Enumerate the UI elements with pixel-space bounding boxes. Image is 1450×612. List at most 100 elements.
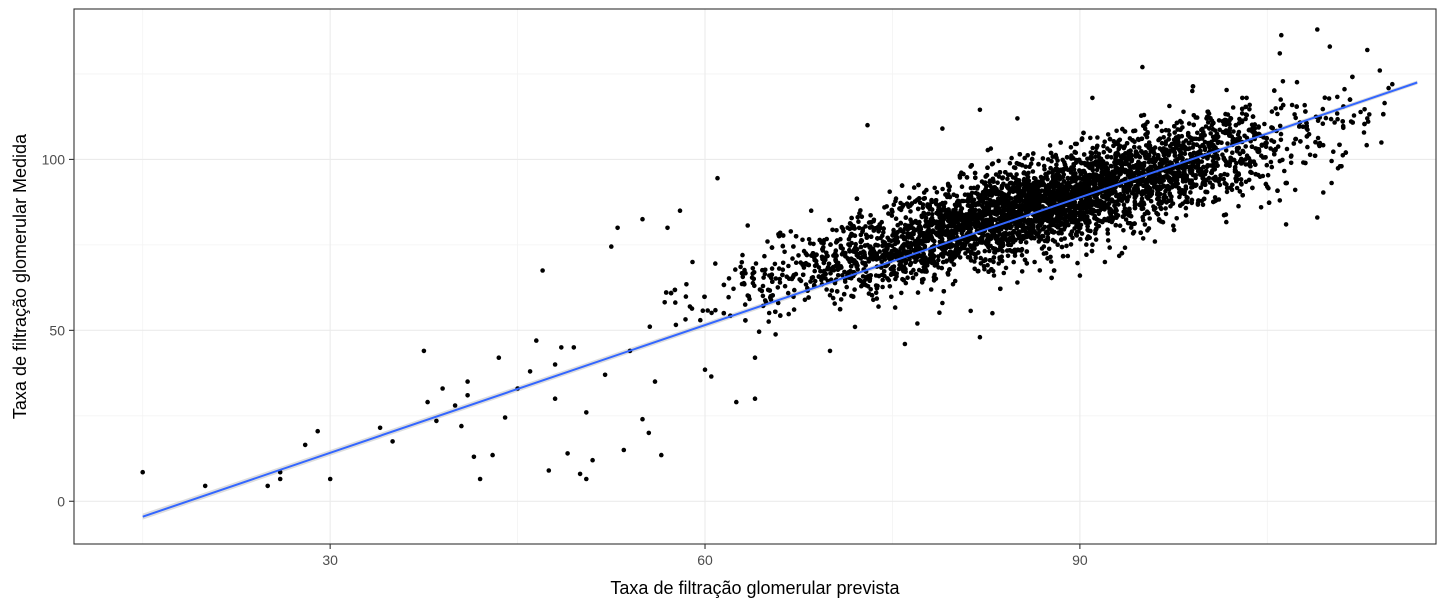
data-point [1000, 184, 1005, 189]
data-point [1265, 163, 1270, 168]
data-point [1316, 136, 1321, 141]
data-point [899, 234, 904, 239]
data-point [952, 262, 957, 267]
data-point [754, 261, 759, 266]
data-point [1289, 161, 1294, 166]
data-point [1142, 113, 1147, 118]
data-point [1121, 228, 1126, 233]
data-point [958, 211, 963, 216]
data-point [1151, 204, 1156, 209]
data-point [1206, 120, 1211, 125]
data-point [887, 189, 892, 194]
data-point [809, 253, 814, 258]
data-point [903, 269, 908, 274]
data-point [923, 244, 928, 249]
data-point [910, 242, 915, 247]
data-point [1215, 163, 1220, 168]
data-point [882, 205, 887, 210]
data-point [908, 263, 913, 268]
data-point [315, 429, 320, 434]
data-point [1234, 123, 1239, 128]
data-point [726, 295, 731, 300]
data-point [1118, 196, 1123, 201]
data-point [1239, 181, 1244, 186]
data-point [1281, 103, 1286, 108]
data-point [946, 182, 951, 187]
data-point [1181, 110, 1186, 115]
data-point [1331, 149, 1336, 154]
data-point [1010, 249, 1015, 254]
data-point [1072, 212, 1077, 217]
data-point [763, 268, 768, 273]
data-point [1118, 223, 1123, 228]
data-point [1031, 169, 1036, 174]
data-point [1088, 136, 1093, 141]
data-point [1273, 106, 1278, 111]
data-point [1236, 132, 1241, 137]
data-point [1029, 229, 1034, 234]
data-point [1093, 162, 1098, 167]
data-point [709, 311, 714, 316]
data-point [836, 273, 841, 278]
data-point [1095, 135, 1100, 140]
data-point [1149, 199, 1154, 204]
data-point [465, 393, 470, 398]
data-point [880, 285, 885, 290]
data-point [1049, 259, 1054, 264]
data-point [1202, 197, 1207, 202]
data-point [1093, 231, 1098, 236]
data-point [1073, 142, 1078, 147]
data-point [949, 224, 954, 229]
data-point [942, 289, 947, 294]
data-point [1327, 96, 1332, 101]
data-point [1350, 75, 1355, 80]
data-point [947, 244, 952, 249]
data-point [1231, 105, 1236, 110]
data-point [1240, 120, 1245, 125]
data-point [745, 223, 750, 228]
data-point [994, 187, 999, 192]
data-point [889, 295, 894, 300]
data-point [929, 198, 934, 203]
data-point [1036, 235, 1041, 240]
data-point [1024, 240, 1029, 245]
data-point [1093, 194, 1098, 199]
data-point [1243, 144, 1248, 149]
data-point [928, 257, 933, 262]
data-point [852, 287, 857, 292]
data-point [767, 311, 772, 316]
data-point [916, 183, 921, 188]
data-point [848, 221, 853, 226]
data-point [841, 229, 846, 234]
data-point [885, 276, 890, 281]
data-point [976, 184, 981, 189]
data-point [1211, 121, 1216, 126]
data-point [911, 276, 916, 281]
data-point [1044, 174, 1049, 179]
data-point [955, 241, 960, 246]
data-point [1006, 254, 1011, 259]
data-point [1217, 128, 1222, 133]
data-point [1270, 109, 1275, 114]
data-point [1123, 151, 1128, 156]
data-point [669, 291, 674, 296]
data-point [1087, 235, 1092, 240]
data-point [988, 258, 993, 263]
data-point [847, 237, 852, 242]
data-point [727, 276, 732, 281]
data-point [1247, 103, 1252, 108]
data-point [1094, 150, 1099, 155]
data-point [839, 297, 844, 302]
data-point [1321, 107, 1326, 112]
data-point [959, 170, 964, 175]
data-point [1352, 113, 1357, 118]
data-point [840, 246, 845, 251]
data-point [1008, 226, 1013, 231]
data-point [893, 305, 898, 310]
data-point [919, 259, 924, 264]
data-point [1189, 185, 1194, 190]
data-point [897, 206, 902, 211]
data-point [1023, 258, 1028, 263]
data-point [921, 202, 926, 207]
data-point [1224, 212, 1229, 217]
